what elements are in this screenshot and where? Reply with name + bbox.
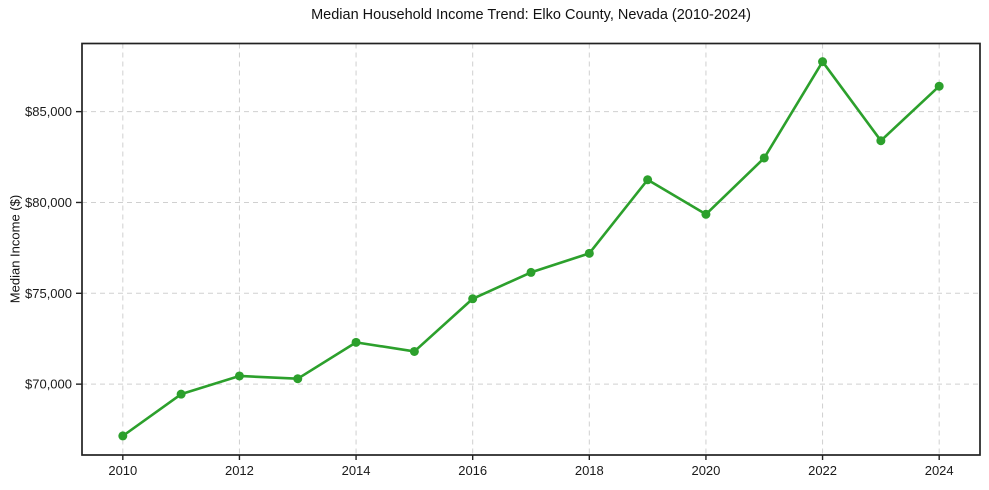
data-point-marker bbox=[468, 294, 478, 304]
chart-title: Median Household Income Trend: Elko Coun… bbox=[311, 7, 751, 23]
data-point-marker bbox=[526, 267, 536, 277]
y-tick-label: $85,000 bbox=[25, 104, 72, 119]
data-point-marker bbox=[818, 57, 828, 67]
data-point-marker bbox=[293, 374, 303, 384]
data-point-marker bbox=[118, 431, 128, 441]
x-tick-label: 2014 bbox=[342, 463, 371, 478]
data-point-marker bbox=[759, 153, 769, 163]
x-tick-label: 2018 bbox=[575, 463, 604, 478]
data-point-marker bbox=[584, 248, 594, 258]
data-point-marker bbox=[409, 346, 419, 356]
data-point-marker bbox=[643, 175, 653, 185]
data-point-marker bbox=[934, 81, 944, 91]
data-point-marker bbox=[701, 209, 711, 219]
x-tick-label: 2024 bbox=[925, 463, 954, 478]
y-tick-label: $75,000 bbox=[25, 286, 72, 301]
y-tick-label: $70,000 bbox=[25, 377, 72, 392]
x-tick-label: 2022 bbox=[808, 463, 837, 478]
plot-border bbox=[81, 42, 981, 456]
x-tick-label: 2010 bbox=[108, 463, 137, 478]
data-point-marker bbox=[234, 371, 244, 381]
data-point-marker bbox=[876, 136, 886, 146]
x-tick-label: 2020 bbox=[691, 463, 720, 478]
x-tick-label: 2016 bbox=[458, 463, 487, 478]
data-point-marker bbox=[351, 337, 361, 347]
y-tick-label: $80,000 bbox=[25, 195, 72, 210]
trend-line bbox=[121, 60, 941, 438]
x-tick-label: 2012 bbox=[225, 463, 254, 478]
data-point-marker bbox=[176, 389, 186, 399]
